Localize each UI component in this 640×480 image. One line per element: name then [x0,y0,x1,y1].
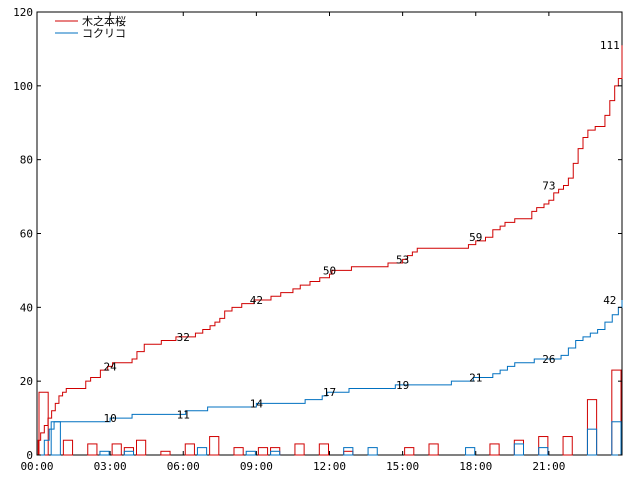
y-tick-label: 80 [20,154,33,167]
y-tick-label: 0 [26,449,33,462]
data-labels-layer: 24 32 42 50 53 59 73 111 10 11 14 17 19 21 26 42 [104,39,620,425]
y-tick-label: 40 [20,301,33,314]
x-tick-label: 00:00 [20,460,53,473]
data-label-series-1-4: 53 [396,253,409,266]
data-label-series-1-3: 50 [323,264,336,277]
y-tick-label: 120 [13,6,33,19]
data-label-series-1-0: 24 [104,360,118,373]
bar-series-1-bin-0 [38,391,49,456]
legend-label-series-2: コクリコ [82,27,126,40]
bar-series-2-bin-41 [538,447,549,456]
x-tick-label: 09:00 [240,460,273,473]
bar-series-1-bin-43 [562,436,573,456]
data-label-series-1-1: 32 [177,331,190,344]
data-label-series-2-3: 17 [323,386,336,399]
data-label-series-2-0: 10 [104,412,117,425]
data-label-series-2-1: 11 [177,408,190,421]
bar-series-2-bin-7 [123,450,134,456]
data-label-series-2-2: 14 [250,397,264,410]
bar-series-1-bin-10 [160,450,171,456]
x-tick-label: 15:00 [386,460,419,473]
bar-series-1-bin-18 [257,447,269,456]
data-label-series-2-7: 42 [603,294,616,307]
bar-series-2-bin-19 [270,450,281,456]
data-label-series-1-7: 111 [600,39,620,52]
bar-series-2-bin-13 [196,447,208,456]
x-tick-label: 21:00 [532,460,565,473]
bar-series-2-bin-1 [50,421,61,456]
bar-series-2-bin-25 [343,447,354,456]
bar-series-1-bin-30 [404,447,415,456]
bar-series-1-bin-32 [428,443,439,456]
y-tick-label: 20 [20,375,33,388]
bar-series-1-bin-41 [538,436,549,456]
legend: 木之本桜 コクリコ [55,14,126,40]
bar-series-1-bin-14 [209,436,220,456]
bar-series-1-bin-47 [611,369,622,456]
bar-series-1-bin-8 [136,439,147,456]
bar-series-1-bin-12 [184,443,195,456]
x-tick-label: 12:00 [313,460,346,473]
bar-series-2-bin-27 [367,447,378,456]
bar-series-1-bin-16 [233,447,244,456]
lines-layer [37,45,623,456]
bar-series-1-bin-6 [111,443,122,456]
data-label-series-2-5: 21 [469,371,482,384]
bar-series-2-bin-45 [586,428,598,456]
bar-series-1-bin-21 [294,443,305,456]
y-tick-label: 100 [13,80,33,93]
line-series-2 [37,299,623,456]
bar-series-2-bin-5 [99,450,110,456]
data-label-series-2-4: 19 [396,379,409,392]
data-label-series-1-5: 59 [469,231,482,244]
bar-series-1-bin-2 [62,439,74,456]
bar-series-2-bin-35 [465,447,476,456]
data-label-series-2-6: 26 [542,353,555,366]
bar-series-1-bin-4 [87,443,98,456]
x-tick-label: 06:00 [167,460,200,473]
bar-series-1-bin-25 [343,450,354,456]
bars-layer [38,369,622,456]
bar-series-2-bin-39 [513,443,524,456]
y-tick-label: 60 [20,228,33,241]
x-tick-label: 18:00 [459,460,492,473]
legend-label-series-1: 木之本桜 [82,14,126,28]
line-series-1 [37,45,623,456]
bar-series-1-bin-37 [489,443,500,456]
data-label-series-1-6: 73 [542,180,555,193]
bar-series-1-bin-39 [513,439,524,456]
bar-series-2-bin-47 [611,421,622,456]
x-tick-label: 03:00 [94,460,127,473]
axes-layer: 0 20 40 60 80 100 120 00:00 03:00 06:00 09:00 12:00… [13,6,622,473]
data-label-series-1-2: 42 [250,294,263,307]
bar-series-1-bin-23 [318,443,329,456]
bar-series-2-bin-17 [245,450,256,456]
bar-series-1-bin-45 [586,399,598,456]
